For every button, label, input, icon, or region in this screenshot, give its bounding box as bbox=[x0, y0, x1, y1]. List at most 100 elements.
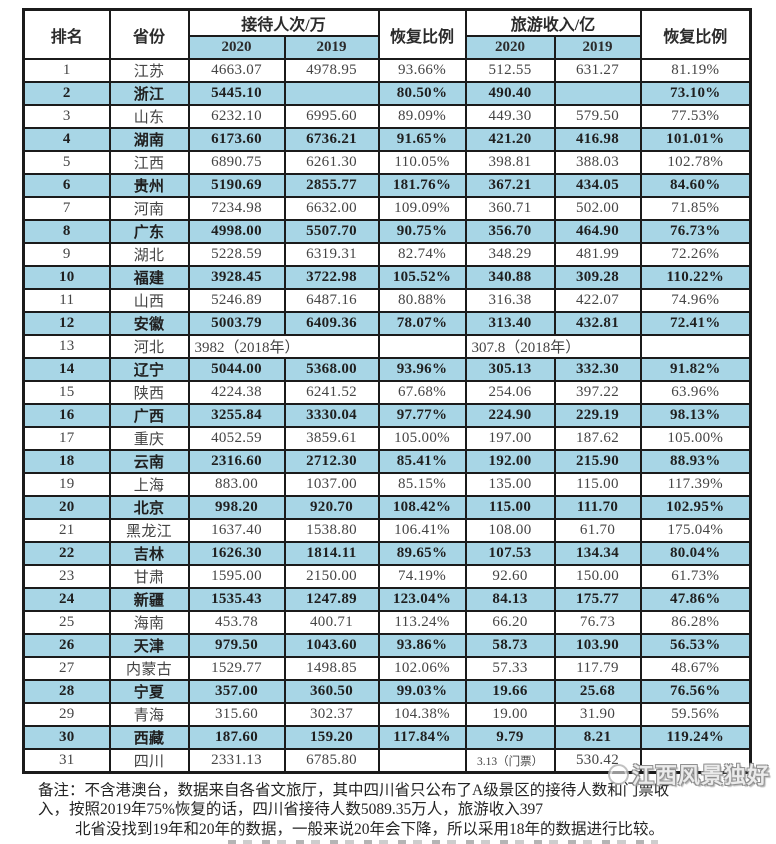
cell-province: 广东 bbox=[108, 219, 190, 244]
cell-visitors-2020: 5445.10 bbox=[187, 81, 286, 106]
footnote: 备注：不含港澳台，数据来自各省文旅厅，其中四川省只公布了A级景区的接待人数和门票… bbox=[38, 781, 750, 844]
cell-revenue-recovery: 77.53% bbox=[639, 104, 752, 129]
cell-revenue-2020: 348.29 bbox=[464, 242, 556, 267]
cell-visitors-recovery: 93.86% bbox=[377, 633, 467, 658]
footnote-line-4-cutoff bbox=[38, 840, 750, 844]
cell-visitors-2019 bbox=[283, 81, 380, 106]
cell-revenue-2019: 175.77 bbox=[553, 587, 642, 612]
cell-visitors-recovery: 181.76% bbox=[377, 173, 467, 198]
cell-visitors-2019: 5368.00 bbox=[283, 357, 380, 382]
cell-province: 陕西 bbox=[108, 380, 190, 405]
cell-visitors-2020: 1595.00 bbox=[187, 564, 286, 589]
cell-province: 吉林 bbox=[108, 541, 190, 566]
cell-revenue-2020: 254.06 bbox=[464, 380, 556, 405]
cell-visitors-2019: 6487.16 bbox=[283, 288, 380, 313]
cell-revenue-2019: 229.19 bbox=[553, 403, 642, 428]
cell-province: 河北 bbox=[108, 334, 190, 359]
cell-visitors-2020: 1637.40 bbox=[187, 518, 286, 543]
cell-revenue-2019: 76.73 bbox=[553, 610, 642, 635]
cell-revenue-2019: 332.30 bbox=[553, 357, 642, 382]
cell-rank: 1 bbox=[22, 58, 111, 83]
cell-revenue-2020: 108.00 bbox=[464, 518, 556, 543]
cell-rank: 27 bbox=[22, 656, 111, 681]
table-row: 18 云南 2316.60 2712.30 85.41% 192.00 215.90 88.9… bbox=[22, 449, 752, 474]
cell-visitors-2019: 400.71 bbox=[283, 610, 380, 635]
cell-rank: 8 bbox=[22, 219, 111, 244]
cell-visitors-recovery: 105.52% bbox=[377, 265, 467, 290]
cell-revenue-2020: 107.53 bbox=[464, 541, 556, 566]
header-rank: 排名 bbox=[22, 8, 111, 60]
cell-revenue-2019: 422.07 bbox=[553, 288, 642, 313]
cell-visitors-2019: 1043.60 bbox=[283, 633, 380, 658]
cell-revenue-2020: 356.70 bbox=[464, 219, 556, 244]
cell-visitors-2020: 5190.69 bbox=[187, 173, 286, 198]
cell-rank: 6 bbox=[22, 173, 111, 198]
cell-revenue-2019: 111.70 bbox=[553, 495, 642, 520]
cell-province: 西藏 bbox=[108, 725, 190, 750]
cell-revenue-recovery bbox=[639, 748, 752, 774]
cell-revenue-2019: 187.62 bbox=[553, 426, 642, 451]
cell-rank: 9 bbox=[22, 242, 111, 267]
cell-rank: 7 bbox=[22, 196, 111, 221]
cell-revenue-2019: 117.79 bbox=[553, 656, 642, 681]
cell-visitors-recovery: 102.06% bbox=[377, 656, 467, 681]
table-row: 10 福建 3928.45 3722.98 105.52% 340.88 309.28 110… bbox=[22, 265, 752, 290]
cell-rank: 14 bbox=[22, 357, 111, 382]
cell-rank: 5 bbox=[22, 150, 111, 175]
cell-visitors-recovery: 113.24% bbox=[377, 610, 467, 635]
cell-revenue-2020: 197.00 bbox=[464, 426, 556, 451]
cell-revenue-recovery: 47.86% bbox=[639, 587, 752, 612]
header-province: 省份 bbox=[108, 8, 190, 60]
cell-visitors-2019: 1498.85 bbox=[283, 656, 380, 681]
cell-rank: 19 bbox=[22, 472, 111, 497]
cell-visitors-2020: 1529.77 bbox=[187, 656, 286, 681]
cell-visitors-recovery: 117.84% bbox=[377, 725, 467, 750]
cell-visitors-2020: 7234.98 bbox=[187, 196, 286, 221]
cell-revenue-2020: 398.81 bbox=[464, 150, 556, 175]
cell-visitors-2020: 5228.59 bbox=[187, 242, 286, 267]
cell-visitors-2019: 5507.70 bbox=[283, 219, 380, 244]
cell-revenue-2019: 134.34 bbox=[553, 541, 642, 566]
cell-province: 安徽 bbox=[108, 311, 190, 336]
cell-revenue-recovery: 76.73% bbox=[639, 219, 752, 244]
cell-visitors-2019: 6261.30 bbox=[283, 150, 380, 175]
cell-revenue-2020: 192.00 bbox=[464, 449, 556, 474]
footnote-line-2: 入，按照2019年75%恢复的话，四川省接待人数5089.35万人，旅游收入39… bbox=[38, 801, 544, 819]
cell-revenue-2020: 3.13（门票） bbox=[464, 748, 556, 774]
cell-visitors-2019: 1037.00 bbox=[283, 472, 380, 497]
cell-revenue-2020: 84.13 bbox=[464, 587, 556, 612]
cell-revenue-recovery: 80.04% bbox=[639, 541, 752, 566]
table-row: 30 西藏 187.60 159.20 117.84% 9.79 8.21 119.24% bbox=[22, 725, 752, 750]
cell-revenue-recovery: 101.01% bbox=[639, 127, 752, 152]
cell-visitors-2020: 453.78 bbox=[187, 610, 286, 635]
cell-province: 福建 bbox=[108, 265, 190, 290]
cell-visitors-2020: 4052.59 bbox=[187, 426, 286, 451]
cell-visitors-recovery: 108.42% bbox=[377, 495, 467, 520]
cell-visitors-2020: 998.20 bbox=[187, 495, 286, 520]
cell-visitors-recovery: 105.00% bbox=[377, 426, 467, 451]
cell-province: 内蒙古 bbox=[108, 656, 190, 681]
cell-revenue-2019: 31.90 bbox=[553, 702, 642, 727]
cell-province: 北京 bbox=[108, 495, 190, 520]
cell-province: 湖北 bbox=[108, 242, 190, 267]
cell-revenue-2020: 490.40 bbox=[464, 81, 556, 106]
cell-visitors-2020: 4224.38 bbox=[187, 380, 286, 405]
cell-visitors-2019: 3722.98 bbox=[283, 265, 380, 290]
table-row: 23 甘肃 1595.00 2150.00 74.19% 92.60 150.00 61.73… bbox=[22, 564, 752, 589]
cell-revenue-2019: 579.50 bbox=[553, 104, 642, 129]
cell-revenue-2020: 367.21 bbox=[464, 173, 556, 198]
cell-rank: 28 bbox=[22, 679, 111, 704]
cell-visitors-recovery: 80.88% bbox=[377, 288, 467, 313]
cell-revenue-2019 bbox=[553, 81, 642, 106]
table-body: 1 江苏 4663.07 4978.95 93.66% 512.55 631.27 81.19… bbox=[22, 58, 752, 774]
cell-visitors-recovery: 123.04% bbox=[377, 587, 467, 612]
cell-visitors-recovery: 99.03% bbox=[377, 679, 467, 704]
header-revenue-2020: 2020 bbox=[464, 35, 556, 60]
table-row: 13 河北 3982（2018年） 307.8（2018年） bbox=[22, 334, 752, 359]
cell-visitors-2020: 1626.30 bbox=[187, 541, 286, 566]
cell-revenue-recovery: 117.39% bbox=[639, 472, 752, 497]
table-row: 15 陕西 4224.38 6241.52 67.68% 254.06 397.22 63.9… bbox=[22, 380, 752, 405]
table-row: 5 江西 6890.75 6261.30 110.05% 398.81 388.03 102.… bbox=[22, 150, 752, 175]
cell-revenue-2019: 530.42 bbox=[553, 748, 642, 774]
cell-revenue-recovery: 72.41% bbox=[639, 311, 752, 336]
